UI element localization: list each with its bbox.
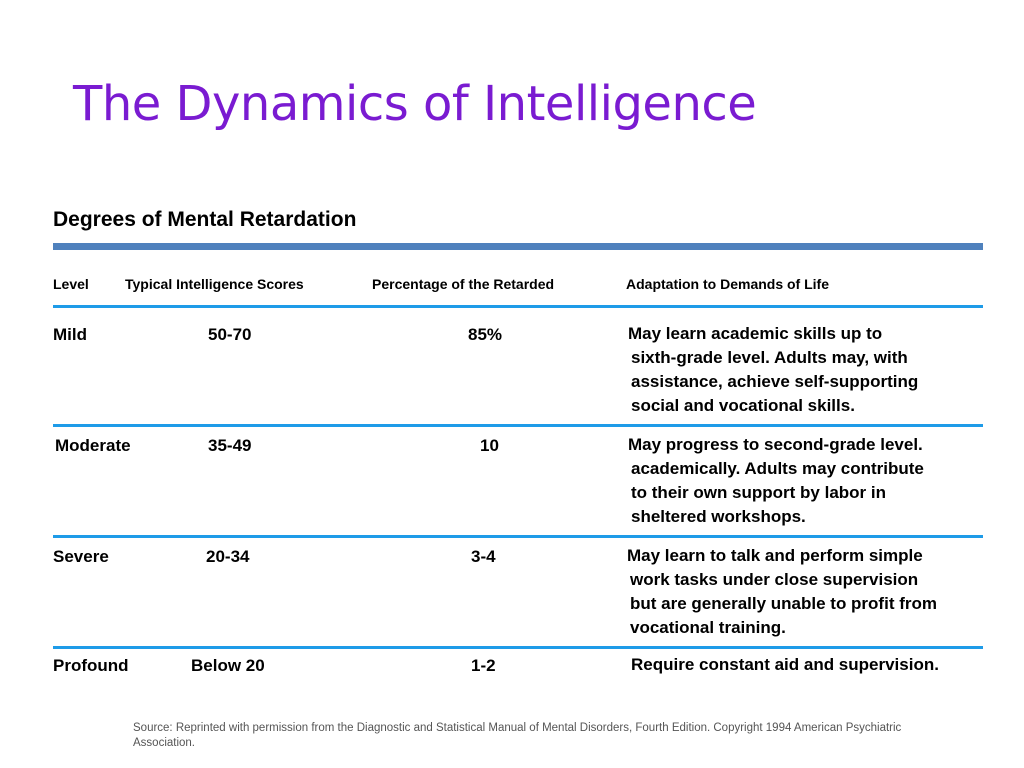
row-profound-scores: Below 20: [191, 656, 265, 675]
row-mild-adaptation: May learn academic skills up to sixth-gr…: [628, 322, 918, 418]
row-moderate-scores: 35-49: [208, 436, 252, 455]
adaptation-line: assistance, achieve self-supporting: [631, 372, 919, 391]
source-note: Source: Reprinted with permission from t…: [133, 722, 902, 749]
row-profound-level: Profound: [53, 656, 129, 675]
adaptation-line: sheltered workshops.: [631, 507, 806, 526]
header-adaptation: Adaptation to Demands of Life: [626, 276, 829, 292]
table-title: Degrees of Mental Retardation: [53, 208, 357, 231]
row-severe-scores: 20-34: [206, 547, 250, 566]
adaptation-line: May learn to talk and perform simple: [627, 546, 923, 565]
row-moderate-level: Moderate: [55, 436, 131, 455]
header-level: Level: [53, 276, 89, 292]
row-mild-level: Mild: [53, 325, 87, 344]
row-profound-percentage: 1-2: [471, 656, 496, 675]
row-divider: [53, 424, 983, 427]
table-top-rule: [53, 243, 983, 250]
row-mild-scores: 50-70: [208, 325, 252, 344]
row-profound-adaptation: Require constant aid and supervision.: [631, 653, 939, 677]
adaptation-line: sixth-grade level. Adults may, with: [631, 348, 908, 367]
row-mild-percentage: 85%: [468, 325, 503, 344]
row-severe-percentage: 3-4: [471, 547, 496, 566]
adaptation-line: academically. Adults may contribute: [631, 459, 924, 478]
row-moderate-percentage: 10: [480, 436, 499, 455]
row-severe-level: Severe: [53, 547, 109, 566]
adaptation-line: work tasks under close supervision: [630, 570, 919, 589]
adaptation-line: social and vocational skills.: [631, 396, 855, 415]
row-severe-adaptation: May learn to talk and perform simple wor…: [627, 544, 937, 640]
adaptation-line: vocational training.: [630, 618, 786, 637]
adaptation-line: but are generally unable to profit from: [630, 594, 937, 613]
slide-title: The Dynamics of Intelligence: [73, 76, 757, 132]
adaptation-line: Require constant aid and supervision.: [631, 655, 939, 674]
row-moderate-adaptation: May progress to second-grade level. acad…: [628, 433, 924, 529]
row-divider: [53, 646, 983, 649]
row-divider: [53, 535, 983, 538]
header-scores: Typical Intelligence Scores: [125, 276, 304, 292]
adaptation-line: to their own support by labor in: [631, 483, 886, 502]
adaptation-line: May learn academic skills up to: [628, 324, 883, 343]
adaptation-line: May progress to second-grade level.: [628, 435, 923, 454]
header-divider: [53, 305, 983, 308]
header-percentage: Percentage of the Retarded: [372, 276, 555, 292]
